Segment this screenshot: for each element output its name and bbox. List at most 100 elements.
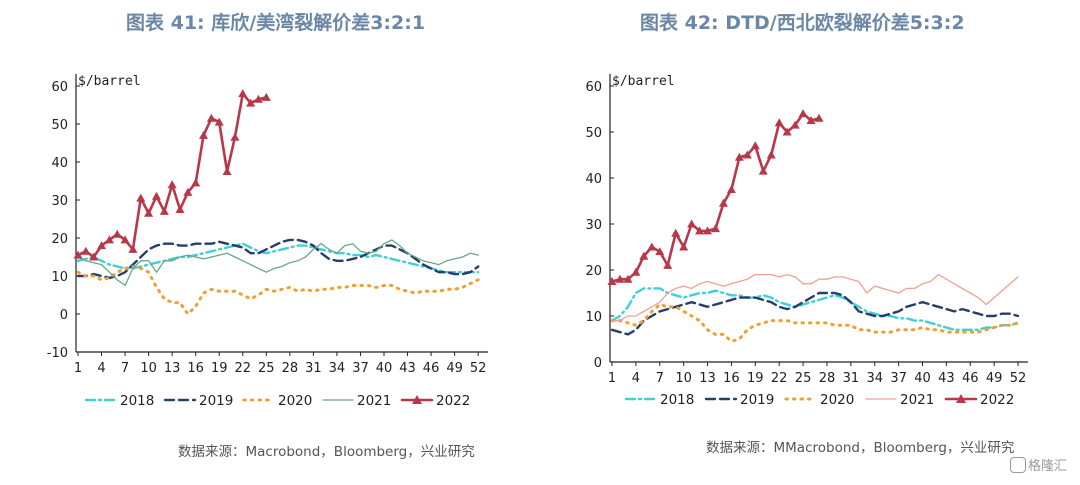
data-point-2022 [136, 193, 146, 202]
data-point-2022 [246, 98, 256, 107]
x-tick-label: 40 [376, 361, 393, 376]
data-point-2022 [112, 229, 122, 238]
data-point-2022 [73, 250, 83, 259]
data-point-2022 [120, 235, 130, 244]
y-tick-label: 20 [585, 264, 602, 279]
x-tick-label: 46 [962, 371, 979, 386]
series-line-2022-left [76, 92, 268, 259]
source-note-left: 数据来源：Macrobond，Bloomberg，兴业研究 [178, 444, 475, 460]
x-tick-label: 19 [747, 371, 764, 386]
legend-label-2022: 2022 [980, 392, 1014, 408]
x-tick-label: 16 [723, 371, 740, 386]
x-tick-label: 31 [305, 361, 322, 376]
x-tick-label: 7 [656, 371, 664, 386]
data-point-2022 [175, 205, 185, 213]
y-tick-label: 60 [51, 80, 68, 95]
data-point-2022 [81, 246, 91, 255]
data-point-2022 [711, 224, 720, 233]
y-tick-label: 20 [51, 232, 68, 247]
x-tick-label: 4 [632, 371, 640, 386]
y-tick-label: 30 [51, 194, 68, 209]
x-tick-label: 43 [399, 361, 416, 376]
data-point-2022 [623, 274, 633, 283]
data-point-2022 [159, 206, 169, 215]
data-point-2022 [774, 118, 784, 127]
data-point-2022 [806, 116, 816, 124]
y-tick-label: -10 [47, 346, 68, 361]
data-point-2022 [687, 219, 697, 228]
y-tick-label: 50 [585, 126, 602, 141]
y-tick-label: 0 [60, 308, 68, 323]
data-point-2022 [183, 187, 193, 196]
data-point-2022 [671, 228, 681, 237]
data-point-2022 [615, 274, 625, 283]
data-point-2022 [639, 251, 649, 260]
x-tick-label: 1 [74, 361, 82, 376]
x-tick-label: 37 [352, 361, 369, 376]
data-point-2022 [726, 185, 736, 193]
x-tick-label: 10 [140, 361, 157, 376]
data-point-2022 [144, 208, 154, 217]
data-point-2022 [199, 130, 209, 139]
legend-label-2019: 2019 [740, 392, 774, 408]
data-point-2022 [238, 89, 248, 98]
data-point-2022 [151, 191, 161, 200]
data-point-2022 [679, 242, 689, 251]
legend-label-2021: 2021 [900, 392, 934, 408]
series-line-2021-right [611, 273, 1019, 322]
y-tick-label: 40 [51, 156, 68, 171]
legend-marker-2022 [956, 394, 966, 403]
x-tick-label: 22 [234, 361, 251, 376]
x-tick-label: 1 [608, 371, 616, 386]
data-point-2022 [718, 198, 728, 207]
y-tick-label: 10 [51, 270, 68, 285]
x-tick-label: 34 [329, 361, 346, 376]
data-point-2022 [191, 178, 201, 187]
legend-label-2019: 2019 [199, 393, 233, 409]
data-point-2022 [655, 247, 665, 256]
x-tick-label: 46 [423, 361, 440, 376]
legend-label-2020: 2020 [820, 392, 854, 408]
y-tick-label: 40 [585, 172, 602, 187]
data-point-2022 [206, 113, 216, 122]
x-tick-label: 4 [97, 361, 105, 376]
data-point-2022 [695, 226, 705, 235]
data-point-2022 [758, 166, 768, 175]
x-tick-label: 52 [1010, 371, 1027, 386]
series-line-2018-left [76, 242, 480, 274]
y-axis-label-left: $/barrel [78, 74, 141, 89]
data-point-2022 [782, 127, 792, 136]
series-line-2020-right [610, 303, 1020, 343]
data-point-2022 [766, 150, 776, 159]
legend-marker-2022 [412, 395, 422, 404]
data-point-2022 [607, 277, 617, 285]
data-point-2022 [97, 241, 107, 250]
series-line-2020-left [76, 265, 480, 316]
data-point-2022 [261, 92, 271, 101]
x-tick-label: 25 [795, 371, 812, 386]
data-point-2022 [814, 113, 824, 122]
data-point-2022 [214, 117, 224, 126]
x-tick-label: 43 [938, 371, 955, 386]
data-point-2022 [742, 150, 752, 159]
y-tick-label: 50 [51, 118, 68, 133]
legend-label-2018: 2018 [120, 393, 154, 409]
data-point-2022 [631, 267, 641, 276]
data-point-2022 [663, 260, 673, 269]
data-point-2022 [89, 252, 99, 261]
x-tick-label: 25 [258, 361, 275, 376]
data-point-2022 [104, 235, 114, 244]
x-tick-label: 34 [866, 371, 883, 386]
x-tick-label: 28 [282, 361, 299, 376]
legend-label-2022: 2022 [436, 393, 470, 409]
y-axis-label-right: $/barrel [612, 74, 675, 89]
watermark: 格隆汇 [1010, 455, 1067, 474]
data-point-2022 [703, 226, 713, 235]
data-point-2022 [750, 141, 760, 150]
watermark-text: 格隆汇 [1028, 459, 1068, 474]
series-line-2018-right [610, 287, 1020, 331]
x-tick-label: 40 [914, 371, 931, 386]
y-tick-label: 30 [585, 218, 602, 233]
data-point-2022 [647, 242, 657, 251]
